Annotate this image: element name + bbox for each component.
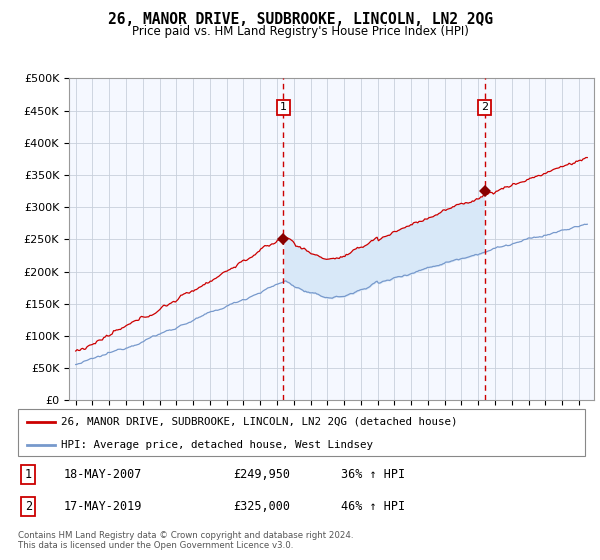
Text: 36% ↑ HPI: 36% ↑ HPI [341,468,406,481]
Text: 1: 1 [25,468,32,481]
Text: 1: 1 [280,102,287,113]
Text: Price paid vs. HM Land Registry's House Price Index (HPI): Price paid vs. HM Land Registry's House … [131,25,469,38]
Text: 26, MANOR DRIVE, SUDBROOKE, LINCOLN, LN2 2QG (detached house): 26, MANOR DRIVE, SUDBROOKE, LINCOLN, LN2… [61,417,457,427]
Text: 2: 2 [481,102,488,113]
Text: 18-MAY-2007: 18-MAY-2007 [64,468,142,481]
Text: HPI: Average price, detached house, West Lindsey: HPI: Average price, detached house, West… [61,440,373,450]
Text: 17-MAY-2019: 17-MAY-2019 [64,500,142,513]
Text: Contains HM Land Registry data © Crown copyright and database right 2024.
This d: Contains HM Land Registry data © Crown c… [18,531,353,550]
FancyBboxPatch shape [18,409,585,456]
Text: £249,950: £249,950 [233,468,290,481]
Text: 2: 2 [25,500,32,513]
Text: 46% ↑ HPI: 46% ↑ HPI [341,500,406,513]
Text: 26, MANOR DRIVE, SUDBROOKE, LINCOLN, LN2 2QG: 26, MANOR DRIVE, SUDBROOKE, LINCOLN, LN2… [107,12,493,27]
Text: £325,000: £325,000 [233,500,290,513]
